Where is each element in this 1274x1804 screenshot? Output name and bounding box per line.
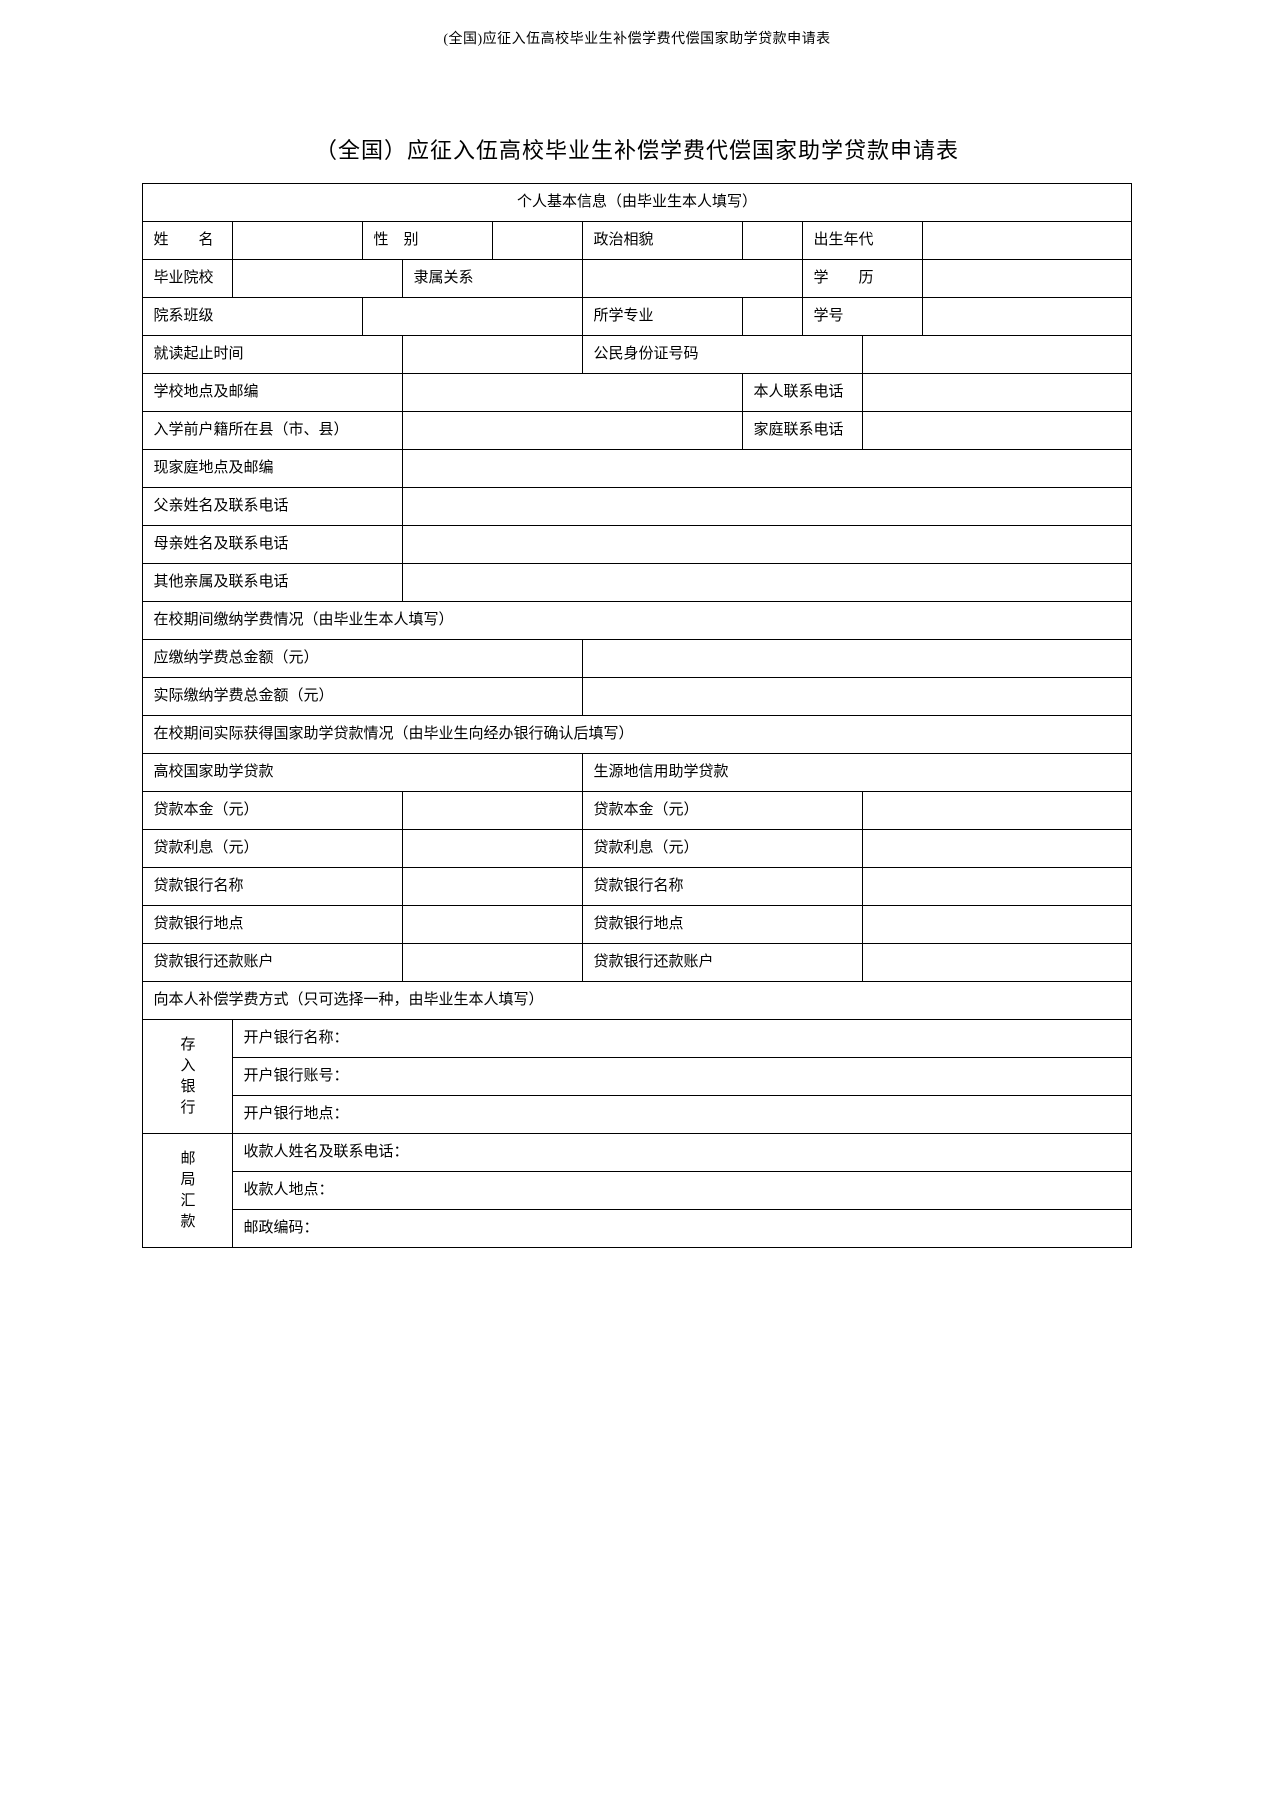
label-family-phone: 家庭联系电话	[743, 412, 863, 450]
label-tuition-paid: 实际缴纳学费总金额（元）	[143, 678, 583, 716]
application-form: 个人基本信息（由毕业生本人填写） 姓 名 性 别 政治相貌 出生年代 毕业院校 …	[142, 183, 1131, 1248]
label-study-period: 就读起止时间	[143, 336, 403, 374]
value-loan2-principal[interactable]	[863, 792, 1131, 830]
label-postal-code[interactable]: 邮政编码：	[233, 1210, 1131, 1248]
label-home-addr: 现家庭地点及邮编	[143, 450, 403, 488]
label-school-addr: 学校地点及邮编	[143, 374, 403, 412]
value-school[interactable]	[233, 260, 403, 298]
label-tuition-payable: 应缴纳学费总金额（元）	[143, 640, 583, 678]
section3-header: 在校期间实际获得国家助学贷款情况（由毕业生向经办银行确认后填写）	[143, 716, 1131, 754]
value-id-number[interactable]	[863, 336, 1131, 374]
value-loan2-interest[interactable]	[863, 830, 1131, 868]
label-deposit-bank-name[interactable]: 开户银行名称：	[233, 1020, 1131, 1058]
value-school-addr[interactable]	[403, 374, 743, 412]
label-loan2-principal: 贷款本金（元）	[583, 792, 863, 830]
value-loan1-bank-addr[interactable]	[403, 906, 583, 944]
label-id-number: 公民身份证号码	[583, 336, 863, 374]
label-postal-payee-addr[interactable]: 收款人地点：	[233, 1172, 1131, 1210]
value-loan2-repay[interactable]	[863, 944, 1131, 982]
section4-header: 向本人补偿学费方式（只可选择一种，由毕业生本人填写）	[143, 982, 1131, 1020]
label-loan-college: 高校国家助学贷款	[143, 754, 583, 792]
value-prev-residence[interactable]	[403, 412, 743, 450]
value-major[interactable]	[743, 298, 803, 336]
label-loan-origin: 生源地信用助学贷款	[583, 754, 1131, 792]
value-loan2-bank-name[interactable]	[863, 868, 1131, 906]
page-header: (全国)应征入伍高校毕业生补偿学费代偿国家助学贷款申请表	[0, 0, 1274, 48]
label-prev-residence: 入学前户籍所在县（市、县）	[143, 412, 403, 450]
value-self-phone[interactable]	[863, 374, 1131, 412]
label-affiliation: 隶属关系	[403, 260, 583, 298]
label-loan1-interest: 贷款利息（元）	[143, 830, 403, 868]
label-loan2-interest: 贷款利息（元）	[583, 830, 863, 868]
label-school: 毕业院校	[143, 260, 233, 298]
value-other-relative[interactable]	[403, 564, 1131, 602]
label-gender: 性 别	[363, 222, 493, 260]
label-major: 所学专业	[583, 298, 743, 336]
label-postal-payee[interactable]: 收款人姓名及联系电话：	[233, 1134, 1131, 1172]
label-father: 父亲姓名及联系电话	[143, 488, 403, 526]
value-name[interactable]	[233, 222, 363, 260]
value-loan1-interest[interactable]	[403, 830, 583, 868]
section2-header: 在校期间缴纳学费情况（由毕业生本人填写）	[143, 602, 1131, 640]
label-self-phone: 本人联系电话	[743, 374, 863, 412]
label-loan1-principal: 贷款本金（元）	[143, 792, 403, 830]
label-birth: 出生年代	[803, 222, 923, 260]
value-affiliation[interactable]	[583, 260, 803, 298]
value-father[interactable]	[403, 488, 1131, 526]
label-deposit-bank-addr[interactable]: 开户银行地点：	[233, 1096, 1131, 1134]
label-mother: 母亲姓名及联系电话	[143, 526, 403, 564]
value-loan1-bank-name[interactable]	[403, 868, 583, 906]
value-gender[interactable]	[493, 222, 583, 260]
value-education[interactable]	[923, 260, 1131, 298]
value-student-no[interactable]	[923, 298, 1131, 336]
value-loan1-repay[interactable]	[403, 944, 583, 982]
label-loan1-bank-addr: 贷款银行地点	[143, 906, 403, 944]
value-loan1-principal[interactable]	[403, 792, 583, 830]
value-family-phone[interactable]	[863, 412, 1131, 450]
label-loan1-repay: 贷款银行还款账户	[143, 944, 403, 982]
label-postal: 邮局汇款	[143, 1134, 233, 1248]
label-deposit-bank-account[interactable]: 开户银行账号：	[233, 1058, 1131, 1096]
label-loan1-bank-name: 贷款银行名称	[143, 868, 403, 906]
value-political[interactable]	[743, 222, 803, 260]
main-title: （全国）应征入伍高校毕业生补偿学费代偿国家助学贷款申请表	[0, 133, 1274, 165]
label-student-no: 学号	[803, 298, 923, 336]
label-deposit-bank: 存入银行	[143, 1020, 233, 1134]
value-class[interactable]	[363, 298, 583, 336]
label-education: 学 历	[803, 260, 923, 298]
value-tuition-paid[interactable]	[583, 678, 1131, 716]
label-political: 政治相貌	[583, 222, 743, 260]
label-loan2-bank-name: 贷款银行名称	[583, 868, 863, 906]
value-loan2-bank-addr[interactable]	[863, 906, 1131, 944]
value-home-addr[interactable]	[403, 450, 1131, 488]
label-loan2-bank-addr: 贷款银行地点	[583, 906, 863, 944]
value-tuition-payable[interactable]	[583, 640, 1131, 678]
label-other-relative: 其他亲属及联系电话	[143, 564, 403, 602]
label-loan2-repay: 贷款银行还款账户	[583, 944, 863, 982]
value-mother[interactable]	[403, 526, 1131, 564]
section1-header: 个人基本信息（由毕业生本人填写）	[143, 184, 1131, 222]
label-name: 姓 名	[143, 222, 233, 260]
value-birth[interactable]	[923, 222, 1131, 260]
label-class: 院系班级	[143, 298, 363, 336]
value-study-period[interactable]	[403, 336, 583, 374]
